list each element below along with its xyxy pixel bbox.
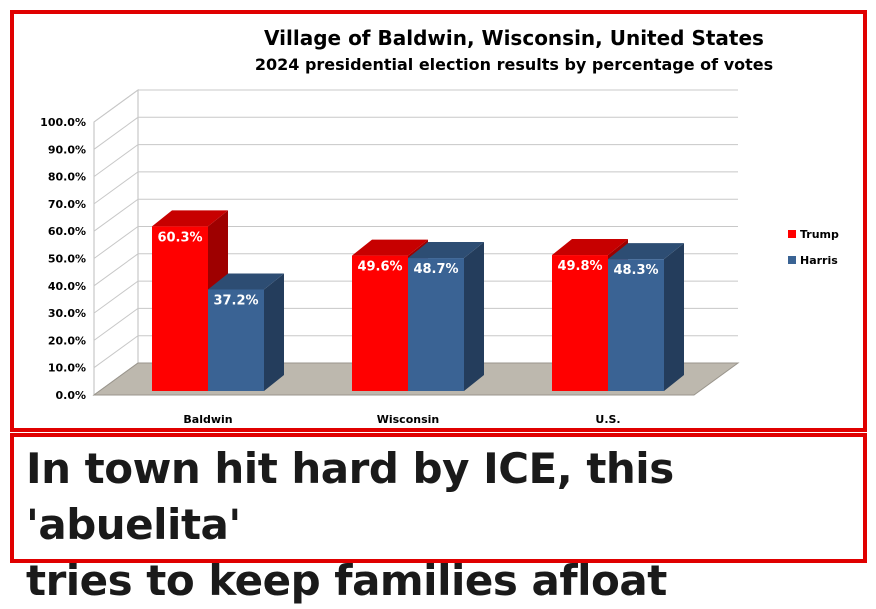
data-label: 60.3% (157, 230, 202, 245)
bar (408, 258, 464, 391)
bar (152, 226, 208, 391)
legend-entry: Harris (800, 254, 838, 267)
legend-swatch (788, 256, 796, 264)
category-label: U.S. (595, 413, 620, 426)
data-label: 48.3% (613, 263, 658, 278)
y-tick-label: 50.0% (48, 253, 86, 266)
bar-side (664, 243, 684, 391)
chart-frame: Village of Baldwin, Wisconsin, United St… (10, 10, 867, 432)
gridline (93, 198, 738, 232)
bar-top (552, 239, 628, 256)
gridline (93, 226, 738, 259)
legend-swatch (788, 230, 796, 238)
bar-top (208, 273, 284, 290)
category-label: Baldwin (183, 413, 232, 426)
chart-subtitle: 2024 presidential election results by pe… (254, 55, 774, 74)
gridline (93, 280, 738, 314)
bar-top (352, 239, 428, 256)
bar-side (264, 273, 284, 391)
legend-entry: Trump (800, 228, 839, 241)
data-label: 37.2% (213, 293, 258, 308)
y-tick-label: 70.0% (48, 198, 86, 211)
headline-line-2: tries to keep families afloat (26, 556, 667, 605)
y-tick-label: 40.0% (48, 280, 86, 293)
data-label: 49.6% (357, 260, 402, 275)
bar-top (152, 210, 228, 227)
bar (208, 289, 264, 391)
bar (552, 255, 608, 391)
headline-frame: In town hit hard by ICE, this 'abuelita'… (10, 433, 867, 605)
gridline (93, 253, 738, 287)
y-tick-label: 10.0% (48, 362, 86, 375)
category-label: Wisconsin (377, 413, 440, 426)
chart-title: Village of Baldwin, Wisconsin, United St… (264, 26, 764, 50)
headline: In town hit hard by ICE, this 'abuelita'… (26, 441, 856, 609)
gridline (93, 144, 738, 178)
y-tick-label: 60.0% (48, 225, 86, 238)
gridline (93, 171, 738, 205)
bar-top (408, 242, 484, 259)
bar-chart: 0.0% 10.0% 20.0% 30.0% 40.0% 50.0% 60.0% 70.0% 8… (40, 89, 839, 426)
gridline (93, 307, 738, 341)
data-label: 48.7% (413, 262, 458, 277)
y-tick-label: 30.0% (48, 307, 86, 320)
data-label: 49.8% (557, 259, 602, 274)
bar-top (608, 243, 684, 260)
y-tick-label: 100.0% (40, 116, 86, 129)
y-tick-label: 90.0% (48, 143, 86, 156)
y-tick-label: 80.0% (48, 171, 86, 184)
bar (608, 259, 664, 391)
y-tick-label: 0.0% (55, 389, 86, 402)
gridline (93, 335, 738, 369)
gridline (93, 116, 738, 150)
y-tick-label: 20.0% (48, 334, 86, 347)
bar-side (464, 242, 484, 391)
headline-line-1: In town hit hard by ICE, this 'abuelita' (26, 444, 674, 549)
gridline (93, 89, 738, 123)
bar (352, 255, 408, 391)
